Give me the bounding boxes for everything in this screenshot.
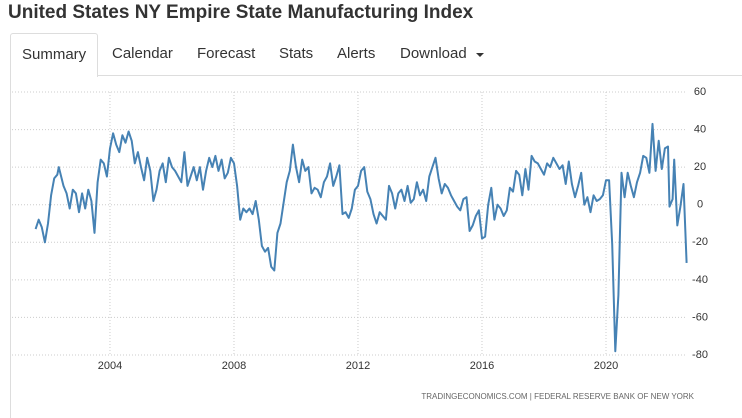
tab[interactable]: Download [400,45,467,62]
tab[interactable]: Calendar [112,45,173,62]
tab-bar: Summary Calendar Forecast Stats Alerts D… [10,33,742,77]
source-note: TRADINGECONOMICS.COM | FEDERAL RESERVE B… [421,392,694,401]
y-tick-label: -60 [692,311,708,323]
tab[interactable]: Alerts [337,45,376,62]
y-tick-label: -20 [692,236,708,248]
dropdown-caret [476,53,484,57]
y-tick-label: 0 [697,199,703,211]
chart-panel [10,75,742,418]
data-line [34,122,688,353]
tab[interactable]: Summary [10,33,99,77]
x-tick-label: 2016 [470,360,494,372]
x-tick-label: 2012 [346,360,370,372]
x-tick-label: 2008 [222,360,246,372]
y-tick-label: 60 [694,86,706,98]
page-title: United States NY Empire State Manufactur… [8,2,474,23]
tab[interactable]: Forecast [197,45,256,62]
x-tick-label: 2020 [594,360,618,372]
y-tick-label: -80 [692,349,708,361]
tab[interactable]: Stats [279,45,314,62]
x-tick-label: 2004 [98,360,122,372]
y-tick-label: -40 [692,274,708,286]
y-tick-label: 40 [694,123,706,135]
y-tick-label: 20 [694,161,706,173]
